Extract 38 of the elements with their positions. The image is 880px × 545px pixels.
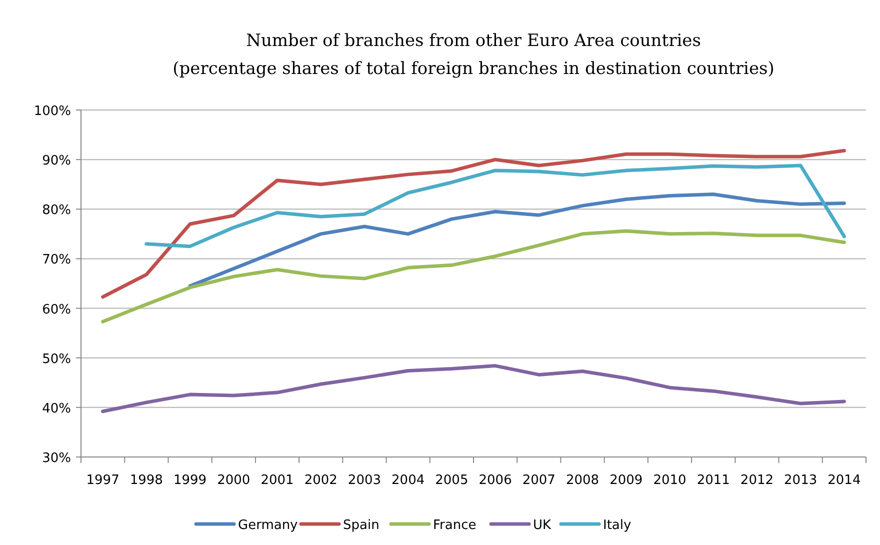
x-tick-label: 2007: [522, 473, 556, 488]
legend-label: UK: [533, 518, 552, 533]
legend-label: Germany: [238, 518, 298, 533]
line-series: [101, 229, 846, 324]
x-tick-label: 2000: [217, 473, 250, 488]
line-series: [144, 164, 846, 248]
y-tick-label: 90%: [42, 154, 71, 169]
x-tick-label: 2009: [610, 473, 643, 488]
y-tick-label: 80%: [42, 203, 71, 218]
chart-subtitle: (percentage shares of total foreign branches in destination countries): [172, 59, 774, 79]
legend-label: France: [433, 518, 476, 533]
legend-label: Italy: [603, 518, 632, 533]
x-tick-label: 2013: [784, 473, 818, 488]
y-tick-label: 40%: [42, 401, 71, 416]
x-tick-label: 1998: [130, 473, 163, 488]
x-tick-label: 1999: [173, 473, 207, 488]
y-tick-label: 30%: [42, 451, 71, 466]
chart-title: Number of branches from other Euro Area countries: [246, 31, 701, 51]
line-series: [101, 148, 846, 299]
y-tick-label: 60%: [42, 302, 71, 318]
x-tick-label: 2006: [478, 473, 512, 488]
x-tick-label: 2001: [260, 473, 294, 488]
line-series: [188, 192, 846, 288]
x-tick-label: 2011: [696, 473, 730, 488]
x-tick-label: 2010: [653, 473, 686, 488]
line-series: [101, 364, 846, 414]
y-tick-label: 70%: [42, 252, 71, 268]
x-tick-label: 2004: [392, 473, 425, 488]
y-tick-label: 100%: [34, 104, 71, 119]
x-tick-label: 2005: [435, 473, 468, 488]
legend-label: Spain: [343, 518, 380, 533]
x-tick-label: 2008: [566, 473, 600, 488]
y-tick-label: 50%: [42, 352, 71, 367]
x-tick-label: 2012: [740, 473, 774, 488]
x-tick-label: 1997: [86, 473, 120, 488]
x-tick-label: 2002: [304, 473, 338, 488]
x-tick-label: 2003: [348, 473, 382, 488]
x-tick-label: 2014: [828, 473, 861, 488]
